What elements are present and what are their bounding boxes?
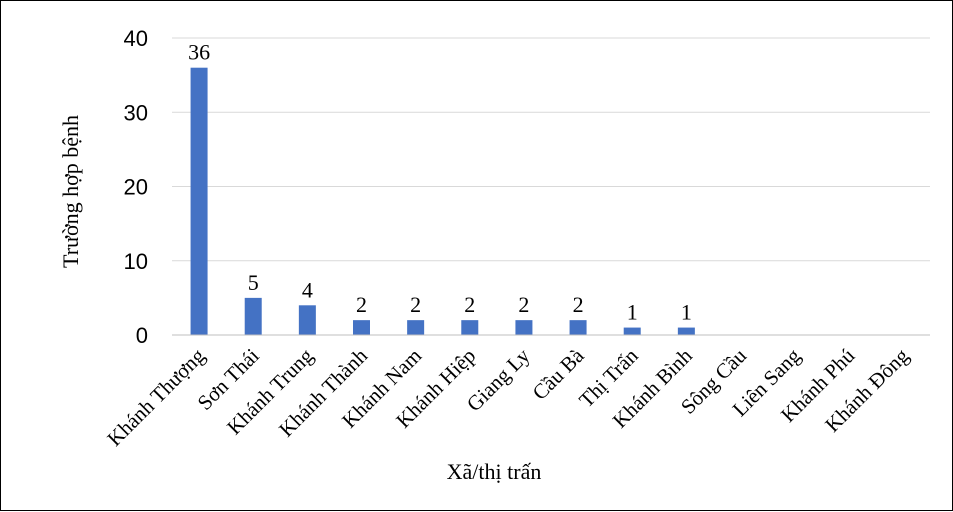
data-label: 1	[627, 300, 638, 325]
data-label: 1	[681, 300, 692, 325]
bar	[515, 320, 533, 335]
y-tick-label: 0	[136, 323, 148, 348]
bar	[298, 305, 316, 335]
bar	[190, 67, 208, 335]
data-label: 2	[573, 292, 584, 317]
y-tick-labels: 0 10 20 30 40	[124, 26, 148, 348]
y-axis-title: Trường hợp bệnh	[58, 115, 83, 268]
bar	[407, 320, 425, 335]
y-tick-label: 20	[124, 175, 148, 200]
data-label: 2	[410, 292, 421, 317]
y-tick-label: 30	[124, 100, 148, 125]
data-label: 36	[188, 40, 210, 65]
bar	[461, 320, 479, 335]
bar	[623, 327, 641, 335]
data-label: 2	[356, 292, 367, 317]
bar	[677, 327, 695, 335]
bar	[569, 320, 587, 335]
data-label: 5	[248, 270, 259, 295]
data-labels: 36 5 4 2 2 2 2 2 1 1	[188, 40, 692, 325]
data-label: 2	[464, 292, 475, 317]
data-label: 2	[518, 292, 529, 317]
gridlines	[172, 37, 930, 262]
x-axis-title: Xã/thị trấn	[447, 459, 542, 484]
bars	[190, 67, 695, 335]
bar	[353, 320, 370, 335]
y-tick-label: 10	[124, 249, 148, 274]
bar	[244, 297, 262, 335]
data-label: 4	[302, 277, 313, 302]
y-tick-label: 40	[124, 26, 148, 51]
